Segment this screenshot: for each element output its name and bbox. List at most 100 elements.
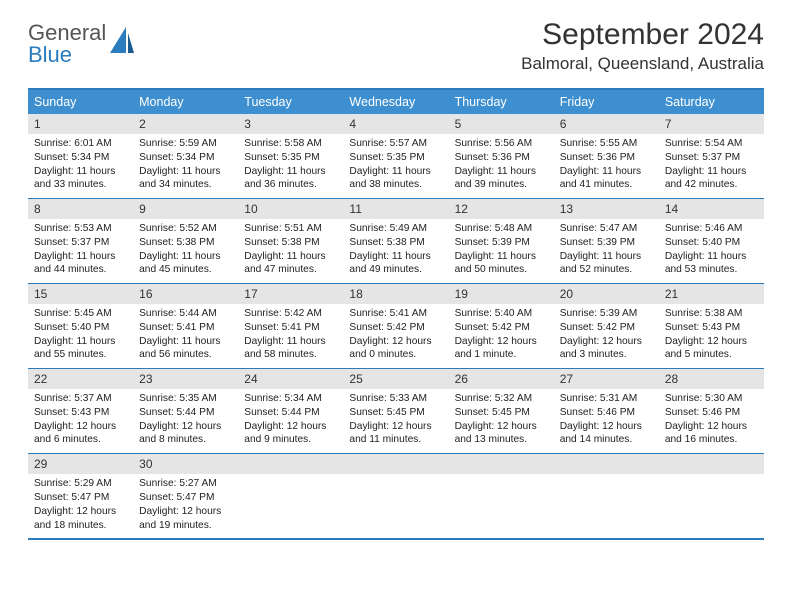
day-details: Sunrise: 5:58 AMSunset: 5:35 PMDaylight:… (238, 134, 343, 198)
day-number-empty (238, 454, 343, 474)
calendar-week: 8Sunrise: 5:53 AMSunset: 5:37 PMDaylight… (28, 198, 764, 283)
day-number-empty (554, 454, 659, 474)
day-number: 3 (238, 114, 343, 134)
logo-line1: General (28, 22, 106, 44)
day-number: 29 (28, 454, 133, 474)
day-details: Sunrise: 5:31 AMSunset: 5:46 PMDaylight:… (554, 389, 659, 453)
day-number: 24 (238, 369, 343, 389)
day-number: 6 (554, 114, 659, 134)
day-details: Sunrise: 5:57 AMSunset: 5:35 PMDaylight:… (343, 134, 448, 198)
calendar-day: 2Sunrise: 5:59 AMSunset: 5:34 PMDaylight… (133, 114, 238, 198)
day-details: Sunrise: 5:47 AMSunset: 5:39 PMDaylight:… (554, 219, 659, 283)
day-number: 28 (659, 369, 764, 389)
day-number: 2 (133, 114, 238, 134)
day-number: 11 (343, 199, 448, 219)
calendar-day: 14Sunrise: 5:46 AMSunset: 5:40 PMDayligh… (659, 199, 764, 283)
day-number-empty (343, 454, 448, 474)
calendar-week: 29Sunrise: 5:29 AMSunset: 5:47 PMDayligh… (28, 453, 764, 538)
calendar-day: 5Sunrise: 5:56 AMSunset: 5:36 PMDaylight… (449, 114, 554, 198)
logo-line2: Blue (28, 44, 106, 66)
header: General Blue September 2024 Balmoral, Qu… (28, 18, 764, 74)
day-details: Sunrise: 5:34 AMSunset: 5:44 PMDaylight:… (238, 389, 343, 453)
day-details: Sunrise: 5:32 AMSunset: 5:45 PMDaylight:… (449, 389, 554, 453)
day-details: Sunrise: 5:53 AMSunset: 5:37 PMDaylight:… (28, 219, 133, 283)
calendar-day: 21Sunrise: 5:38 AMSunset: 5:43 PMDayligh… (659, 284, 764, 368)
calendar-day: 1Sunrise: 6:01 AMSunset: 5:34 PMDaylight… (28, 114, 133, 198)
weekday-header: Friday (554, 90, 659, 114)
calendar-day (449, 454, 554, 538)
calendar-day: 12Sunrise: 5:48 AMSunset: 5:39 PMDayligh… (449, 199, 554, 283)
day-number: 30 (133, 454, 238, 474)
calendar-day: 25Sunrise: 5:33 AMSunset: 5:45 PMDayligh… (343, 369, 448, 453)
day-number: 25 (343, 369, 448, 389)
day-number-empty (449, 454, 554, 474)
day-number-empty (659, 454, 764, 474)
day-details: Sunrise: 5:40 AMSunset: 5:42 PMDaylight:… (449, 304, 554, 368)
calendar-day: 23Sunrise: 5:35 AMSunset: 5:44 PMDayligh… (133, 369, 238, 453)
calendar-day: 7Sunrise: 5:54 AMSunset: 5:37 PMDaylight… (659, 114, 764, 198)
weekday-header: Monday (133, 90, 238, 114)
day-details: Sunrise: 5:35 AMSunset: 5:44 PMDaylight:… (133, 389, 238, 453)
day-number: 8 (28, 199, 133, 219)
day-number: 7 (659, 114, 764, 134)
title-block: September 2024 Balmoral, Queensland, Aus… (521, 18, 764, 74)
day-number: 1 (28, 114, 133, 134)
day-number: 15 (28, 284, 133, 304)
day-details: Sunrise: 5:33 AMSunset: 5:45 PMDaylight:… (343, 389, 448, 453)
day-number: 19 (449, 284, 554, 304)
calendar-day: 18Sunrise: 5:41 AMSunset: 5:42 PMDayligh… (343, 284, 448, 368)
logo-sail-icon (110, 27, 134, 62)
day-number: 26 (449, 369, 554, 389)
logo-blue-text: Blue (28, 42, 72, 67)
calendar-day: 6Sunrise: 5:55 AMSunset: 5:36 PMDaylight… (554, 114, 659, 198)
day-details: Sunrise: 5:48 AMSunset: 5:39 PMDaylight:… (449, 219, 554, 283)
day-details: Sunrise: 5:54 AMSunset: 5:37 PMDaylight:… (659, 134, 764, 198)
day-details: Sunrise: 5:52 AMSunset: 5:38 PMDaylight:… (133, 219, 238, 283)
day-details: Sunrise: 5:44 AMSunset: 5:41 PMDaylight:… (133, 304, 238, 368)
day-details: Sunrise: 5:37 AMSunset: 5:43 PMDaylight:… (28, 389, 133, 453)
day-number: 23 (133, 369, 238, 389)
day-details: Sunrise: 5:49 AMSunset: 5:38 PMDaylight:… (343, 219, 448, 283)
day-details: Sunrise: 5:45 AMSunset: 5:40 PMDaylight:… (28, 304, 133, 368)
month-title: September 2024 (521, 18, 764, 52)
day-number: 12 (449, 199, 554, 219)
day-number: 21 (659, 284, 764, 304)
calendar-day: 22Sunrise: 5:37 AMSunset: 5:43 PMDayligh… (28, 369, 133, 453)
day-details: Sunrise: 5:51 AMSunset: 5:38 PMDaylight:… (238, 219, 343, 283)
calendar-day: 8Sunrise: 5:53 AMSunset: 5:37 PMDaylight… (28, 199, 133, 283)
day-number: 16 (133, 284, 238, 304)
day-details: Sunrise: 5:55 AMSunset: 5:36 PMDaylight:… (554, 134, 659, 198)
weekday-header: Tuesday (238, 90, 343, 114)
calendar-day: 17Sunrise: 5:42 AMSunset: 5:41 PMDayligh… (238, 284, 343, 368)
day-details: Sunrise: 5:46 AMSunset: 5:40 PMDaylight:… (659, 219, 764, 283)
day-details: Sunrise: 6:01 AMSunset: 5:34 PMDaylight:… (28, 134, 133, 198)
day-number: 14 (659, 199, 764, 219)
day-number: 5 (449, 114, 554, 134)
day-details: Sunrise: 5:30 AMSunset: 5:46 PMDaylight:… (659, 389, 764, 453)
calendar-day: 27Sunrise: 5:31 AMSunset: 5:46 PMDayligh… (554, 369, 659, 453)
calendar-week: 22Sunrise: 5:37 AMSunset: 5:43 PMDayligh… (28, 368, 764, 453)
day-details: Sunrise: 5:29 AMSunset: 5:47 PMDaylight:… (28, 474, 133, 538)
day-number: 4 (343, 114, 448, 134)
day-number: 10 (238, 199, 343, 219)
calendar-day: 28Sunrise: 5:30 AMSunset: 5:46 PMDayligh… (659, 369, 764, 453)
calendar-day: 26Sunrise: 5:32 AMSunset: 5:45 PMDayligh… (449, 369, 554, 453)
calendar-day (659, 454, 764, 538)
day-number: 9 (133, 199, 238, 219)
calendar-week: 15Sunrise: 5:45 AMSunset: 5:40 PMDayligh… (28, 283, 764, 368)
calendar-day: 9Sunrise: 5:52 AMSunset: 5:38 PMDaylight… (133, 199, 238, 283)
calendar-day (238, 454, 343, 538)
calendar-day: 30Sunrise: 5:27 AMSunset: 5:47 PMDayligh… (133, 454, 238, 538)
day-number: 27 (554, 369, 659, 389)
day-details: Sunrise: 5:39 AMSunset: 5:42 PMDaylight:… (554, 304, 659, 368)
logo: General Blue (28, 22, 134, 66)
calendar: SundayMondayTuesdayWednesdayThursdayFrid… (28, 88, 764, 540)
location-text: Balmoral, Queensland, Australia (521, 54, 764, 74)
day-details: Sunrise: 5:38 AMSunset: 5:43 PMDaylight:… (659, 304, 764, 368)
day-details: Sunrise: 5:27 AMSunset: 5:47 PMDaylight:… (133, 474, 238, 538)
calendar-day: 3Sunrise: 5:58 AMSunset: 5:35 PMDaylight… (238, 114, 343, 198)
weekday-header: Saturday (659, 90, 764, 114)
calendar-week: 1Sunrise: 6:01 AMSunset: 5:34 PMDaylight… (28, 114, 764, 198)
weekday-header: Sunday (28, 90, 133, 114)
calendar-day: 13Sunrise: 5:47 AMSunset: 5:39 PMDayligh… (554, 199, 659, 283)
